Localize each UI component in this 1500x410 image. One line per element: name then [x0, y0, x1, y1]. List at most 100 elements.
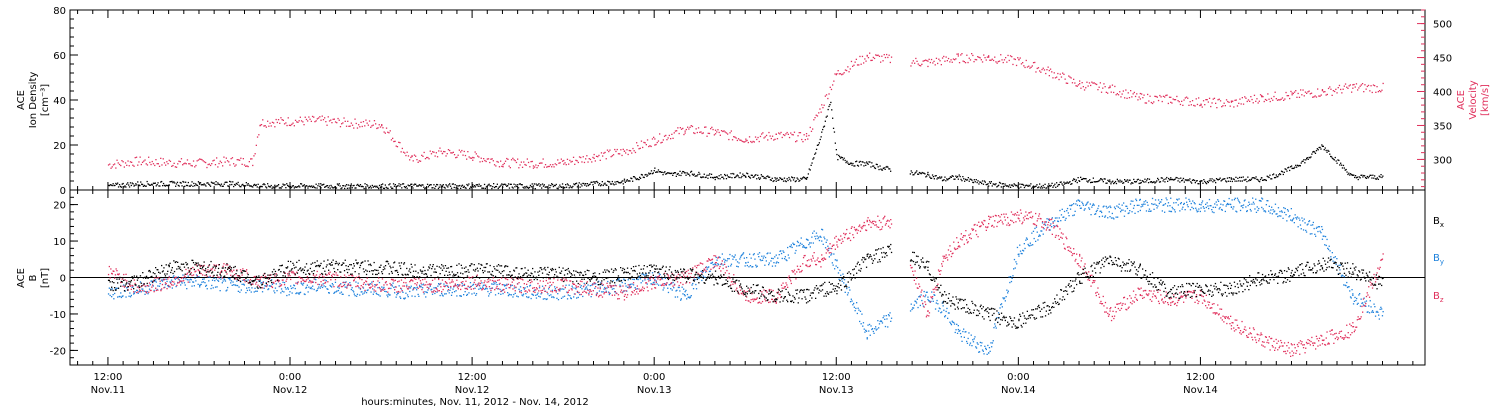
density-point	[496, 183, 498, 185]
bz-point	[224, 269, 226, 272]
density-point	[692, 174, 694, 176]
density-point	[608, 181, 610, 183]
density-point	[117, 182, 119, 184]
velocity-point	[152, 163, 155, 165]
density-point	[1327, 149, 1329, 152]
velocity-point	[495, 165, 497, 167]
by-point	[469, 286, 471, 289]
velocity-point	[1374, 85, 1376, 87]
by-point	[269, 285, 271, 287]
bz-point	[334, 274, 336, 276]
density-point	[404, 187, 406, 189]
bz-point	[305, 279, 308, 281]
bz-point	[510, 284, 512, 286]
velocity-point	[1351, 91, 1353, 93]
by-point	[134, 291, 136, 293]
bz-point	[482, 287, 484, 290]
by-point	[984, 345, 986, 347]
density-point	[1251, 177, 1253, 179]
bz-point	[565, 278, 567, 281]
bz-point	[296, 283, 299, 285]
density-point	[233, 185, 235, 188]
bz-point	[112, 270, 114, 272]
by-point	[238, 286, 240, 288]
density-point	[1161, 177, 1163, 179]
by-point	[946, 307, 948, 310]
density-point	[497, 187, 499, 190]
bz-point	[122, 285, 124, 287]
by-point	[1140, 206, 1142, 208]
by-point	[834, 268, 836, 270]
velocity-point	[950, 59, 952, 61]
density-point	[1224, 178, 1226, 180]
density-point	[190, 184, 192, 186]
velocity-point	[665, 134, 667, 137]
by-point	[941, 311, 943, 313]
by-point	[408, 287, 410, 289]
velocity-point	[1030, 66, 1032, 68]
density-point	[976, 181, 978, 184]
velocity-point	[992, 59, 995, 62]
density-point	[161, 180, 163, 183]
bz-point	[488, 281, 490, 283]
density-point	[759, 177, 762, 179]
bz-point	[161, 288, 163, 290]
density-point	[469, 187, 471, 190]
density-point	[609, 181, 611, 183]
by-point	[1059, 209, 1061, 212]
by-point	[1145, 210, 1148, 212]
by-point	[1281, 211, 1283, 213]
density-point	[465, 187, 467, 189]
by-point	[1040, 230, 1042, 232]
density-point	[441, 186, 444, 188]
by-point	[1003, 298, 1005, 300]
velocity-point	[653, 136, 655, 138]
velocity-point	[1008, 59, 1010, 62]
velocity-point	[1001, 59, 1003, 61]
velocity-point	[1036, 67, 1038, 70]
velocity-point	[156, 163, 158, 165]
velocity-label-line3: [km/s]	[1480, 84, 1491, 116]
velocity-point	[1355, 83, 1358, 85]
density-point	[734, 176, 737, 178]
by-point	[994, 323, 996, 325]
density-point	[1276, 176, 1278, 178]
density-point	[693, 173, 695, 175]
velocity-point	[1170, 96, 1172, 98]
bz-point	[343, 285, 345, 287]
density-point	[672, 174, 674, 176]
velocity-point	[451, 152, 453, 154]
density-point	[927, 173, 929, 175]
density-point	[822, 126, 825, 128]
velocity-point	[311, 115, 314, 118]
velocity-point	[514, 160, 516, 162]
density-point	[393, 185, 396, 187]
by-point	[497, 288, 499, 290]
density-point	[1016, 184, 1018, 187]
by-point	[618, 278, 620, 280]
velocity-point	[1239, 98, 1241, 100]
density-point	[1042, 184, 1044, 187]
density-point	[1232, 178, 1234, 180]
density-point	[648, 172, 650, 174]
by-point	[1277, 207, 1280, 209]
by-point	[335, 291, 337, 293]
density-point	[550, 184, 552, 187]
density-point	[810, 164, 812, 166]
velocity-point	[1056, 76, 1058, 78]
by-point	[461, 282, 463, 285]
density-point	[695, 175, 697, 177]
density-point	[878, 168, 880, 171]
by-point	[463, 294, 465, 296]
bz-point	[381, 278, 384, 280]
by-point	[1172, 208, 1174, 210]
bz-point	[378, 286, 381, 289]
density-point	[1313, 151, 1316, 153]
velocity-point	[358, 124, 360, 126]
velocity-point	[1256, 98, 1258, 100]
by-point	[215, 278, 217, 280]
density-point	[1233, 178, 1235, 180]
density-point	[1124, 180, 1127, 182]
bz-point	[614, 294, 616, 296]
bz-point	[121, 278, 123, 280]
